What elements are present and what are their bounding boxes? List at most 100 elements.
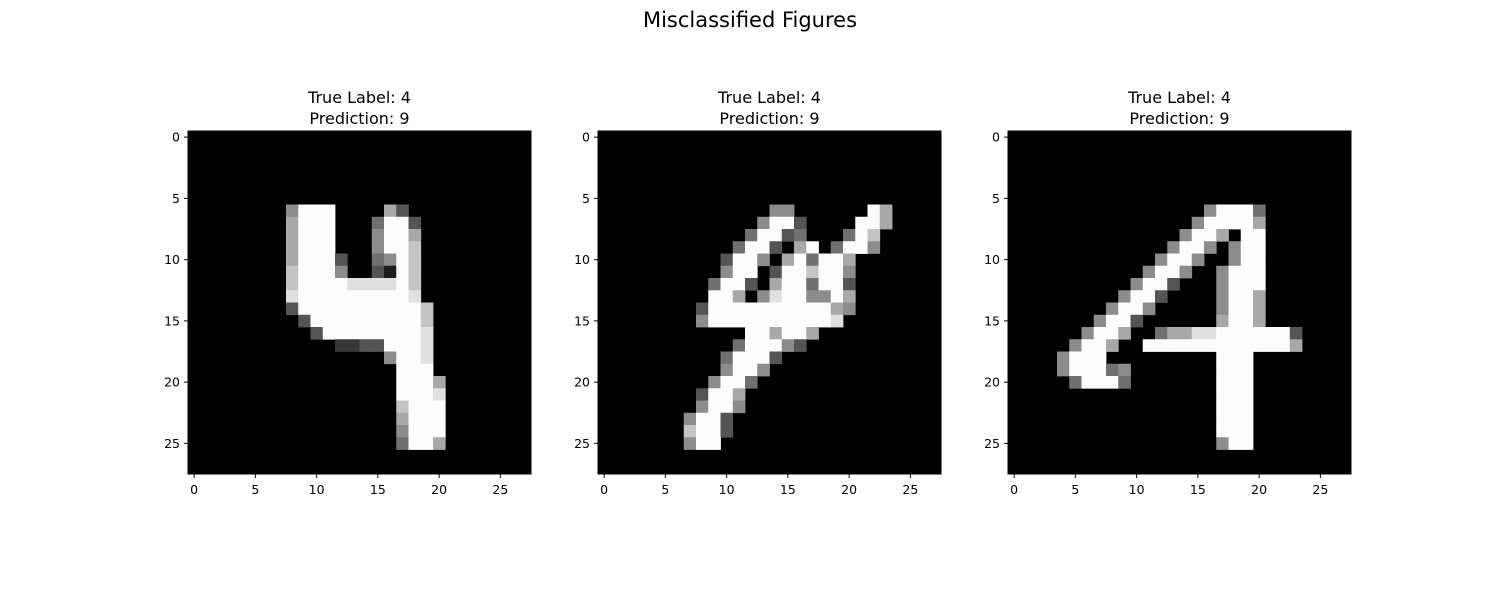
pixel-cell <box>1118 290 1131 303</box>
pixel-cell <box>843 265 856 279</box>
pixel-cell <box>745 339 758 352</box>
pixel-cell <box>359 327 373 340</box>
x-tick-label: 5 <box>1071 482 1079 497</box>
pixel-cell <box>769 327 783 340</box>
pixel-cell <box>757 339 770 352</box>
pixel-cell <box>708 314 721 328</box>
pixel-cell <box>359 290 373 303</box>
pixel-cell <box>408 327 422 340</box>
pixel-cell <box>1093 339 1107 352</box>
pixel-cell <box>1118 363 1131 377</box>
pixel-cell <box>1191 327 1205 340</box>
pixel-cell <box>818 278 832 291</box>
pixel-cell <box>1130 278 1144 291</box>
pixel-cell <box>384 229 397 242</box>
pixel-cell <box>794 290 807 303</box>
pixel-cell <box>781 278 795 291</box>
pixel-cell <box>286 302 299 316</box>
pixel-cell <box>1228 363 1242 377</box>
pixel-cell <box>1228 412 1242 426</box>
pixel-cell <box>1240 278 1254 291</box>
subplot-title-true-label: True Label: 4 <box>717 88 821 107</box>
pixel-cell <box>1240 241 1254 254</box>
pixel-cell <box>420 388 434 401</box>
pixel-cell <box>720 425 734 438</box>
pixel-cell <box>1216 425 1229 438</box>
pixel-cell <box>1106 314 1119 328</box>
y-tick-label: 10 <box>984 252 1000 267</box>
pixel-cell <box>335 302 348 316</box>
pixel-cell <box>1216 339 1229 352</box>
pixel-cell <box>335 253 348 267</box>
pixel-cell <box>335 339 348 352</box>
pixel-cell <box>310 216 324 230</box>
pixel-cell <box>1253 265 1266 279</box>
pixel-cell <box>732 400 746 414</box>
pixel-cell <box>745 278 758 291</box>
pixel-cell <box>1216 437 1229 450</box>
pixel-cell <box>408 290 422 303</box>
y-tick-label: 25 <box>984 436 1000 451</box>
pixel-cell <box>1216 388 1229 401</box>
pixel-cell <box>1228 204 1242 218</box>
pixel-cell <box>1204 229 1217 242</box>
pixel-cell <box>433 376 446 389</box>
pixel-cell <box>433 400 446 414</box>
pixel-cell <box>371 241 385 254</box>
pixel-cell <box>1253 253 1266 267</box>
pixel-cell <box>1106 339 1119 352</box>
pixel-cell <box>1081 327 1095 340</box>
pixel-cell <box>396 388 409 401</box>
pixel-cell <box>781 216 795 230</box>
pixel-cell <box>298 265 311 279</box>
y-tick-label: 0 <box>582 130 590 145</box>
y-tick-label: 20 <box>574 375 590 390</box>
pixel-cell <box>757 290 770 303</box>
pixel-cell <box>683 412 697 426</box>
pixel-cell <box>1069 376 1082 389</box>
pixel-cell <box>384 278 397 291</box>
pixel-cell <box>1057 363 1070 377</box>
pixel-cell <box>1228 400 1242 414</box>
pixel-cell <box>1179 339 1193 352</box>
pixel-cell <box>794 216 807 230</box>
pixel-cell <box>298 278 311 291</box>
pixel-cell <box>757 363 770 377</box>
pixel-cell <box>1216 363 1229 377</box>
x-tick-label: 0 <box>1010 482 1018 497</box>
pixel-cell <box>384 290 397 303</box>
pixel-cell <box>830 265 844 279</box>
pixel-cell <box>708 400 721 414</box>
pixel-cell <box>830 253 844 267</box>
pixel-cell <box>732 253 746 267</box>
pixel-cell <box>1228 278 1242 291</box>
pixel-cell <box>818 302 832 316</box>
pixel-cell <box>708 437 721 450</box>
x-tick-label: 25 <box>492 482 508 497</box>
pixel-cell <box>1253 229 1266 242</box>
pixel-cell <box>408 253 422 267</box>
pixel-cell <box>371 290 385 303</box>
pixel-cell <box>384 216 397 230</box>
pixel-cell <box>433 437 446 450</box>
pixel-cell <box>286 216 299 230</box>
pixel-cell <box>769 229 783 242</box>
pixel-cell <box>867 216 881 230</box>
pixel-cell <box>696 314 709 328</box>
pixel-cell <box>1240 351 1254 365</box>
pixel-cell <box>1057 351 1070 365</box>
subplot-title-true-label: True Label: 4 <box>307 88 411 107</box>
pixel-cell <box>1240 229 1254 242</box>
pixel-cell <box>843 229 856 242</box>
pixel-cell <box>1216 290 1229 303</box>
pixel-cell <box>322 290 336 303</box>
pixel-cell <box>1130 302 1144 316</box>
pixel-cell <box>855 241 868 254</box>
pixel-cell <box>1228 216 1242 230</box>
pixel-cell <box>867 229 881 242</box>
pixel-cell <box>720 314 734 328</box>
pixel-cell <box>720 363 734 377</box>
pixel-cell <box>396 412 409 426</box>
y-tick-label: 5 <box>172 191 180 206</box>
pixel-cell <box>359 302 373 316</box>
